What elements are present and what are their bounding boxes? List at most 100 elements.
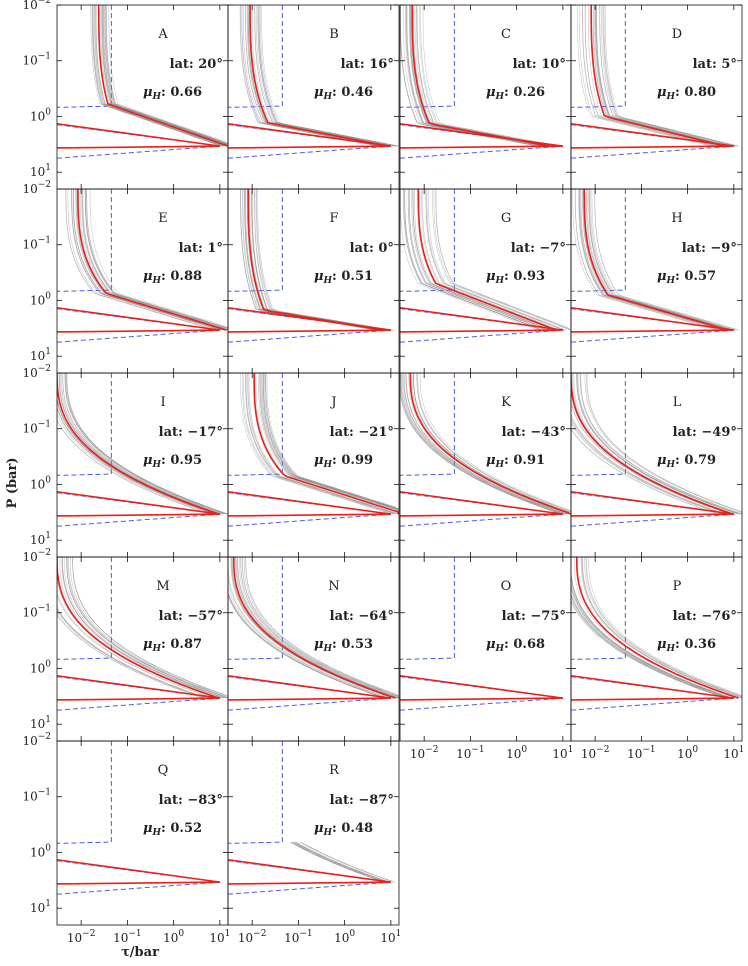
latitude-value: −17° (187, 425, 222, 440)
latitude-label: lat: (502, 425, 531, 440)
panel-frame (570, 556, 743, 742)
latitude-label: lat: (682, 241, 711, 256)
prior-upper-bound (57, 189, 112, 292)
mu-subscript: H (495, 644, 505, 654)
prior-bottom-bound (400, 513, 563, 527)
best-fit-base-line (571, 697, 734, 701)
best-fit-lower-line (571, 674, 734, 699)
latitude-label: lat: (502, 609, 531, 624)
posterior-sample (571, 557, 728, 699)
posterior-sample (257, 5, 397, 147)
best-fit-lower-line (57, 674, 220, 699)
best-fit-base-line (400, 329, 563, 333)
posterior-sample (603, 5, 738, 147)
mu-symbol: μ (486, 269, 496, 284)
x-tick-label: 10−1 (456, 745, 485, 761)
panel-letter: D (672, 27, 682, 42)
best-fit-base-line (228, 513, 391, 517)
mu-value: : 0.80 (675, 85, 716, 100)
posterior-sample (101, 5, 228, 147)
posterior-sample (409, 373, 571, 515)
latitude-value: −21° (358, 425, 393, 440)
posterior-sample (299, 841, 394, 883)
mu-subscript: H (152, 460, 162, 470)
y-tick-label: 10−1 (22, 788, 51, 804)
prior-bottom-bound (57, 145, 220, 159)
posterior-sample (249, 189, 386, 331)
plot-area (400, 5, 563, 159)
latitude-label: lat: (159, 609, 188, 624)
x-tick-label: 100 (163, 929, 184, 945)
posterior-sample (596, 5, 731, 147)
posterior-sample (245, 373, 397, 515)
posterior-sample (402, 373, 565, 515)
posterior-sample (245, 373, 397, 515)
posterior-sample (412, 189, 552, 331)
posterior-sample (86, 189, 228, 331)
posterior-sample (67, 189, 217, 331)
y-tick-exponent: −2 (38, 732, 51, 742)
posterior-sample (591, 189, 737, 331)
plot-area (400, 189, 571, 343)
x-tick-exponent: 1 (739, 745, 745, 755)
mu-symbol: μ (143, 821, 153, 836)
posterior-sample (256, 189, 393, 331)
mu-subscript: H (323, 460, 333, 470)
latitude-label: lat: (179, 241, 208, 256)
posterior-sample (102, 5, 228, 147)
panel-latitude: lat: 20° (170, 57, 223, 72)
posterior-sample (590, 189, 735, 331)
mu-symbol: μ (314, 85, 324, 100)
mu-value: : 0.93 (504, 269, 545, 284)
posterior-sample (245, 557, 399, 699)
posterior-sample (403, 373, 566, 515)
prior-upper-bound (400, 189, 455, 292)
posterior-sample (573, 373, 736, 515)
posterior-sample (71, 189, 221, 331)
posterior-sample (575, 189, 720, 331)
panel-frame (227, 740, 400, 926)
posterior-sample (414, 5, 553, 147)
posterior-sample (571, 557, 731, 699)
posterior-sample (576, 373, 739, 515)
posterior-sample (419, 373, 571, 515)
posterior-sample (435, 189, 571, 331)
posterior-sample (68, 557, 228, 699)
x-tick-exponent: 0 (349, 929, 355, 939)
posterior-sample (571, 557, 728, 699)
posterior-sample (588, 189, 734, 331)
posterior-sample (571, 557, 733, 699)
posterior-sample (409, 373, 571, 515)
panel-latitude: lat: 1° (179, 241, 223, 256)
posterior-sample (406, 5, 545, 147)
posterior-sample (73, 189, 222, 331)
posterior-sample (579, 189, 724, 331)
mu-subscript: H (323, 92, 333, 102)
best-fit-base-line (400, 697, 563, 701)
plot-area (228, 557, 399, 711)
posterior-sample (571, 373, 726, 515)
best-fit-profile (571, 373, 734, 515)
best-fit-profile (247, 189, 385, 331)
mu-value: : 0.68 (504, 637, 545, 652)
panel-mu: μH: 0.57 (657, 269, 716, 286)
best-fit-lower-line (571, 306, 734, 331)
latitude-value: −7° (539, 241, 565, 256)
posterior-sample (61, 557, 224, 699)
prior-bottom-bound (571, 697, 734, 711)
x-tick-exponent: −2 (82, 929, 95, 939)
best-fit-base-line (400, 513, 563, 517)
posterior-sample (62, 557, 225, 699)
best-fit-base-line (400, 145, 563, 149)
posterior-sample (72, 557, 228, 699)
posterior-sample (57, 557, 219, 699)
posterior-sample (64, 373, 227, 515)
posterior-sample (231, 557, 394, 699)
posterior-sample (571, 557, 725, 699)
best-fit-profile (57, 373, 220, 515)
panel-mu: μH: 0.88 (143, 269, 202, 286)
mu-symbol: μ (486, 637, 496, 652)
posterior-sample (57, 557, 215, 699)
posterior-sample (63, 557, 227, 699)
